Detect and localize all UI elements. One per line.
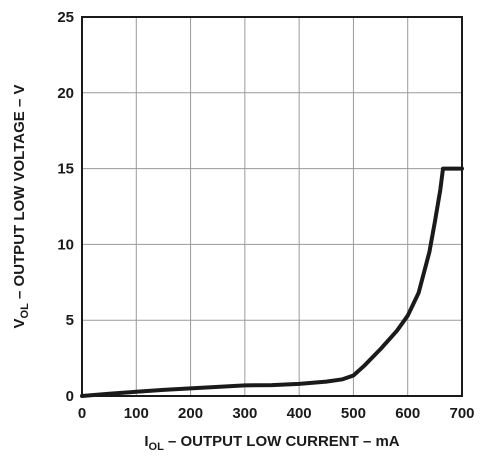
y-tick-labels: 0 5 10 15 20 25 <box>57 9 74 405</box>
x-tick-label: 0 <box>78 405 86 422</box>
grid <box>82 17 462 396</box>
plot-frame <box>81 16 463 397</box>
x-tick-label: 200 <box>178 405 203 422</box>
y-tick-label: 5 <box>66 312 74 329</box>
x-tick-labels: 0 100 200 300 400 500 600 700 <box>78 405 475 422</box>
y-tick-label: 25 <box>57 9 74 26</box>
y-axis-title: VOL – OUTPUT LOW VOLTAGE – V <box>11 85 31 329</box>
y-tick-label: 15 <box>57 161 74 178</box>
x-tick-label: 300 <box>232 405 257 422</box>
x-tick-label: 100 <box>124 405 149 422</box>
series-line <box>80 166 464 398</box>
x-tick-label: 500 <box>341 405 366 422</box>
y-tick-label: 0 <box>66 388 74 405</box>
x-axis-title: IOL – OUTPUT LOW CURRENT – mA <box>144 433 399 453</box>
y-tick-label: 20 <box>57 85 74 102</box>
y-tick-label: 10 <box>57 236 74 253</box>
x-tick-label: 700 <box>449 405 474 422</box>
x-tick-label: 400 <box>287 405 312 422</box>
x-tick-label: 600 <box>395 405 420 422</box>
